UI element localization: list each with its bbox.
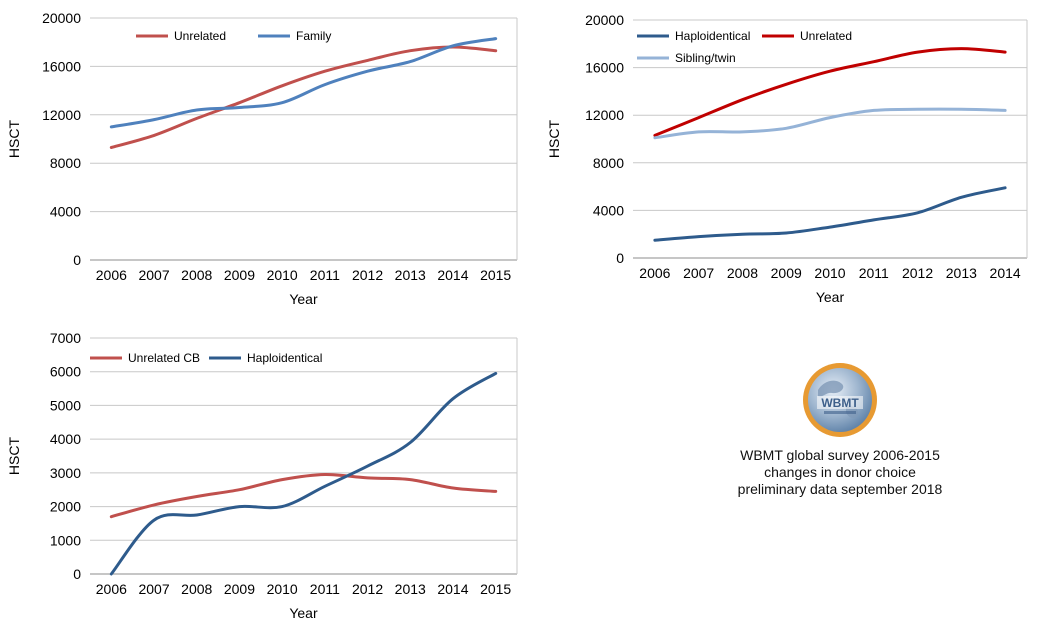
chart-unrelated-vs-family: 0 4000 8000 12000 16000 20000 2006 2007 2008 2009… (6, 10, 518, 307)
x-tick-label: 2006 (96, 581, 127, 597)
y-axis-label: HSCT (6, 120, 22, 159)
y-tick-label: 4000 (593, 202, 624, 218)
x-tick-label: 2011 (310, 267, 340, 283)
x-tick-label: 2007 (138, 267, 169, 283)
x-tick-label: 2008 (181, 581, 212, 597)
x-axis-label: Year (816, 289, 845, 305)
y-tick-label: 6000 (50, 364, 81, 380)
legend-label: Sibling/twin (675, 51, 736, 65)
y-tick-label: 4000 (50, 204, 81, 220)
y-tick-label: 5000 (50, 397, 81, 413)
wbmt-globe-logo: WBMT (803, 363, 877, 437)
y-tick-label: 0 (73, 566, 81, 582)
x-tick-label: 2013 (395, 267, 426, 283)
x-tick-label: 2008 (727, 265, 758, 281)
x-tick-label: 2013 (946, 265, 977, 281)
legend-label: Haploidentical (675, 29, 750, 43)
series-line-1 (109, 371, 498, 576)
x-tick-label: 2009 (224, 267, 255, 283)
series-line-0 (109, 472, 498, 519)
y-tick-label: 3000 (50, 465, 81, 481)
x-tick-label: 2006 (639, 265, 670, 281)
y-tick-label: 16000 (42, 58, 81, 74)
caption-line-2: changes in donor choice (764, 464, 916, 480)
y-axis-label: HSCT (546, 120, 562, 159)
y-tick-label: 8000 (50, 155, 81, 171)
x-tick-label: 2009 (224, 581, 255, 597)
y-tick-label: 20000 (42, 10, 81, 26)
y-tick-label: 12000 (585, 107, 624, 123)
x-tick-label: 2011 (310, 581, 340, 597)
x-tick-label: 2010 (267, 267, 298, 283)
x-tick-label: 2007 (683, 265, 714, 281)
y-tick-label: 16000 (585, 60, 624, 76)
x-tick-label: 2015 (480, 267, 511, 283)
y-tick-label: 7000 (50, 330, 81, 346)
series-line-2 (653, 107, 1007, 140)
x-tick-label: 2010 (814, 265, 845, 281)
y-tick-label: 0 (616, 250, 624, 266)
x-tick-label: 2013 (395, 581, 426, 597)
x-axis-label: Year (289, 291, 318, 307)
logo-caption-block: WBMT WBMT global survey 2006-2015 change… (690, 360, 990, 498)
legend-label: Haploidentical (247, 351, 322, 365)
logo-text: WBMT (821, 396, 859, 410)
x-tick-label: 2012 (352, 267, 383, 283)
chart-haplo-unrelated-sibling: 0 4000 8000 12000 16000 20000 2006 2007 2008 2009… (546, 12, 1028, 305)
y-tick-label: 12000 (42, 107, 81, 123)
x-tick-label: 2008 (181, 267, 212, 283)
y-tick-label: 8000 (593, 155, 624, 171)
y-tick-label: 20000 (585, 12, 624, 28)
legend-label: Unrelated CB (128, 351, 200, 365)
series-line-0 (653, 186, 1007, 242)
chart-cord-blood-vs-haplo: 0 1000 2000 3000 4000 5000 6000 7000 2006 2007 200… (6, 330, 518, 621)
x-tick-label: 2014 (990, 265, 1021, 281)
x-tick-label: 2011 (859, 265, 889, 281)
legend-label: Unrelated (174, 29, 226, 43)
x-tick-label: 2009 (771, 265, 802, 281)
caption-line-1: WBMT global survey 2006-2015 (740, 447, 940, 463)
series-line-0 (109, 45, 498, 149)
legend-label: Family (296, 29, 331, 43)
y-tick-label: 1000 (50, 532, 81, 548)
y-tick-label: 0 (73, 252, 81, 268)
x-tick-label: 2007 (138, 581, 169, 597)
x-tick-label: 2012 (352, 581, 383, 597)
x-tick-label: 2015 (480, 581, 511, 597)
series-line-1 (653, 47, 1007, 137)
x-tick-label: 2010 (267, 581, 298, 597)
x-tick-label: 2012 (902, 265, 933, 281)
x-tick-label: 2014 (437, 581, 468, 597)
y-axis-label: HSCT (6, 437, 22, 476)
series-line-1 (109, 37, 498, 129)
y-tick-label: 4000 (50, 431, 81, 447)
y-tick-label: 2000 (50, 499, 81, 515)
x-axis-label: Year (289, 605, 318, 621)
caption-line-3: preliminary data september 2018 (737, 481, 943, 497)
survey-caption: WBMT global survey 2006-2015 changes in … (690, 447, 990, 498)
x-tick-label: 2006 (96, 267, 127, 283)
x-tick-label: 2014 (437, 267, 468, 283)
legend-label: Unrelated (800, 29, 852, 43)
